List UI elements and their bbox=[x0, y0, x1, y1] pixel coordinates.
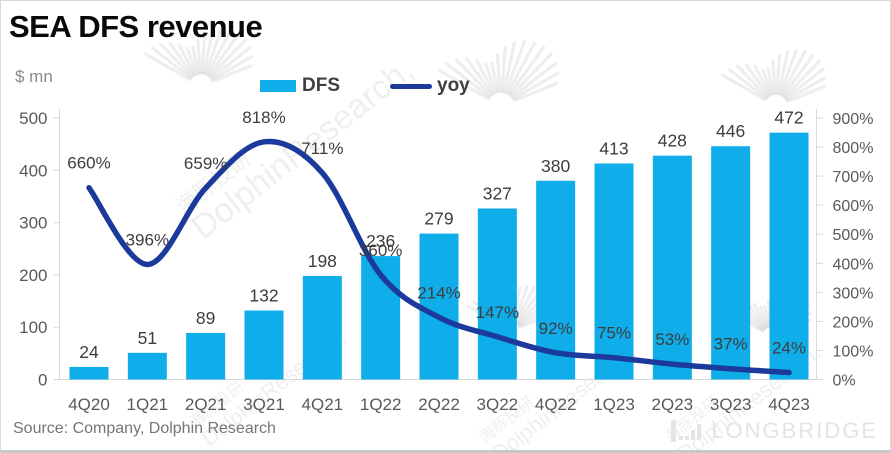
yoy-percent-label: 396% bbox=[126, 230, 169, 249]
dfs-bar-value-label: 24 bbox=[79, 342, 99, 362]
dfs-bar-value-label: 89 bbox=[196, 308, 215, 328]
yoy-percent-label: 214% bbox=[417, 283, 460, 302]
right-axis-tick-label: 600% bbox=[833, 198, 874, 215]
right-axis-tick-label: 100% bbox=[833, 343, 874, 360]
dfs-bar-value-label: 132 bbox=[249, 285, 278, 305]
x-axis-category-label: 4Q20 bbox=[68, 395, 110, 414]
x-axis-category-label: 4Q23 bbox=[768, 395, 810, 414]
right-axis-tick-label: 0% bbox=[833, 373, 856, 390]
dfs-bar bbox=[69, 366, 109, 380]
watermark-fan-icon bbox=[143, 26, 254, 83]
dfs-bar-value-label: 413 bbox=[599, 139, 628, 159]
x-axis-category-label: 2Q22 bbox=[418, 395, 460, 414]
dfs-bar bbox=[477, 208, 517, 380]
dfs-bar bbox=[594, 163, 634, 380]
legend-label-dfs: DFS bbox=[302, 75, 340, 96]
yoy-line bbox=[86, 138, 792, 376]
x-axis-category-label: 2Q23 bbox=[652, 395, 694, 414]
x-axis-category-label: 3Q23 bbox=[710, 395, 752, 414]
dfs-bar-value-label: 51 bbox=[138, 328, 157, 348]
dfs-bar-value-label: 279 bbox=[424, 209, 453, 229]
right-axis-tick-label: 200% bbox=[833, 314, 874, 331]
x-axis-category-label: 3Q22 bbox=[477, 395, 519, 414]
dfs-bar-value-label: 380 bbox=[541, 156, 570, 176]
yoy-percent-label: 75% bbox=[597, 324, 631, 343]
source-note: Source: Company, Dolphin Research bbox=[13, 420, 276, 437]
yoy-percent-label: 147% bbox=[476, 303, 519, 322]
left-axis-tick-label: 0 bbox=[38, 371, 47, 390]
yoy-percent-label: 37% bbox=[714, 335, 748, 354]
page-title: SEA DFS revenue bbox=[9, 9, 263, 44]
x-axis-category-label: 4Q22 bbox=[535, 395, 577, 414]
yoy-percent-label: 92% bbox=[539, 319, 573, 338]
x-axis-category-label: 4Q21 bbox=[302, 395, 344, 414]
yoy-percent-label: 53% bbox=[655, 330, 689, 349]
x-axis-category-label: 1Q23 bbox=[593, 395, 635, 414]
right-axis-tick-label: 400% bbox=[833, 256, 874, 273]
chart-legend: DFS yoy bbox=[260, 75, 470, 97]
right-axis-tick-label: 800% bbox=[833, 140, 874, 157]
dfs-bar bbox=[536, 180, 576, 380]
yoy-percent-label: 24% bbox=[772, 339, 806, 358]
left-axis-unit-label: $ mn bbox=[15, 67, 53, 86]
yoy-percent-label: 360% bbox=[359, 241, 402, 260]
left-axis-tick-label: 200 bbox=[19, 266, 47, 285]
yoy-percent-label: 660% bbox=[67, 154, 110, 173]
legend-item-dfs: DFS bbox=[260, 75, 340, 97]
x-axis-category-label: 1Q21 bbox=[127, 395, 169, 414]
dfs-bar bbox=[186, 332, 226, 380]
right-axis-tick-label: 900% bbox=[833, 111, 874, 128]
x-axis-category-label: 2Q21 bbox=[185, 395, 227, 414]
x-axis-category-label: 3Q21 bbox=[243, 395, 285, 414]
legend-item-yoy: yoy bbox=[390, 75, 470, 97]
yoy-percent-label: 818% bbox=[242, 108, 285, 127]
dfs-bar bbox=[769, 132, 809, 380]
dfs-bar-value-label: 472 bbox=[774, 108, 803, 128]
dfs-bar bbox=[652, 155, 692, 380]
dfs-bar bbox=[419, 233, 459, 380]
right-axis-tick-label: 500% bbox=[833, 227, 874, 244]
left-axis-tick-label: 500 bbox=[19, 109, 47, 128]
dfs-bar-swatch-icon bbox=[260, 80, 296, 92]
dfs-bar-value-label: 446 bbox=[716, 121, 745, 141]
watermark-fan-icon bbox=[721, 48, 827, 103]
left-axis-tick-label: 100 bbox=[19, 318, 47, 337]
dfs-bar-value-label: 236 bbox=[366, 231, 395, 251]
right-axis-tick-label: 700% bbox=[833, 169, 874, 186]
yoy-percent-label: 659% bbox=[184, 154, 227, 173]
dfs-bar bbox=[711, 146, 751, 380]
dfs-bar bbox=[127, 352, 167, 380]
dfs-bar-value-label: 428 bbox=[658, 131, 687, 151]
longbridge-logo: LONGBRIDGE bbox=[671, 418, 878, 442]
dfs-bar bbox=[302, 275, 342, 380]
longbridge-brand-text: LONGBRIDGE bbox=[711, 418, 878, 443]
watermark-fan-icon bbox=[437, 40, 560, 103]
yoy-percent-label: 711% bbox=[301, 139, 343, 158]
legend-label-yoy: yoy bbox=[437, 75, 470, 96]
dfs-bar bbox=[244, 310, 284, 380]
left-axis-tick-label: 300 bbox=[19, 214, 47, 233]
dfs-bar-value-label: 327 bbox=[483, 183, 512, 203]
longbridge-bars-icon bbox=[671, 420, 702, 442]
dfs-bar-value-label: 198 bbox=[308, 251, 337, 271]
left-axis-tick-label: 400 bbox=[19, 161, 47, 180]
yoy-line-swatch-icon bbox=[390, 83, 432, 89]
right-axis-tick-label: 300% bbox=[833, 285, 874, 302]
x-axis-category-label: 1Q22 bbox=[360, 395, 402, 414]
